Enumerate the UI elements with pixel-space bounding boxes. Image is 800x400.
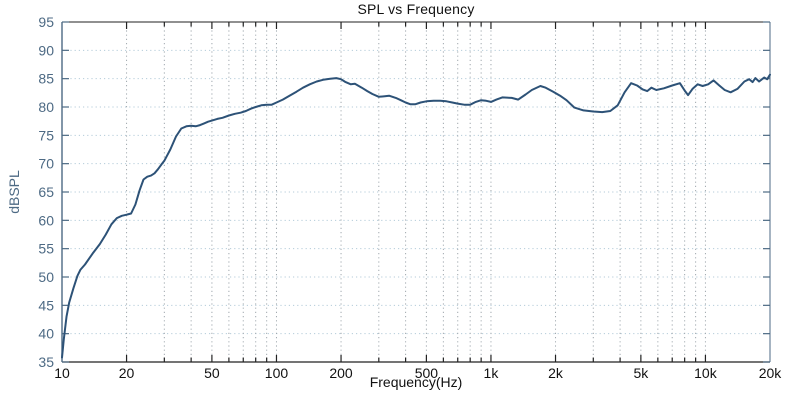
y-axis-label: dBSPL bbox=[6, 170, 22, 214]
y-tick-label: 65 bbox=[38, 184, 54, 200]
x-tick-label: 100 bbox=[265, 365, 289, 381]
x-tick-label: 1k bbox=[484, 365, 500, 381]
x-tick-label: 10 bbox=[54, 365, 70, 381]
y-tick-label: 50 bbox=[38, 269, 54, 285]
y-tick-label: 90 bbox=[38, 42, 54, 58]
chart-title: SPL vs Frequency bbox=[357, 1, 475, 17]
y-tick-label: 85 bbox=[38, 71, 54, 87]
spl-curve bbox=[61, 73, 771, 359]
y-tick-label: 45 bbox=[38, 297, 54, 313]
x-tick-label: 20 bbox=[119, 365, 135, 381]
y-tick-label: 70 bbox=[38, 156, 54, 172]
y-tick-label: 80 bbox=[38, 99, 54, 115]
y-tick-label: 35 bbox=[38, 354, 54, 370]
x-tick-label: 20k bbox=[759, 365, 783, 381]
x-tick-label: 50 bbox=[204, 365, 220, 381]
y-tick-label: 55 bbox=[38, 241, 54, 257]
y-tick-label: 75 bbox=[38, 127, 54, 143]
y-tick-label: 40 bbox=[38, 326, 54, 342]
y-tick-label: 60 bbox=[38, 212, 54, 228]
x-axis-label: Frequency(Hz) bbox=[369, 374, 463, 390]
x-tick-label: 10k bbox=[694, 365, 718, 381]
x-tick-label: 5k bbox=[633, 365, 649, 381]
y-tick-label: 95 bbox=[38, 14, 54, 30]
x-tick-label: 2k bbox=[548, 365, 564, 381]
x-tick-label: 500 bbox=[415, 365, 439, 381]
x-tick-label: 200 bbox=[329, 365, 353, 381]
